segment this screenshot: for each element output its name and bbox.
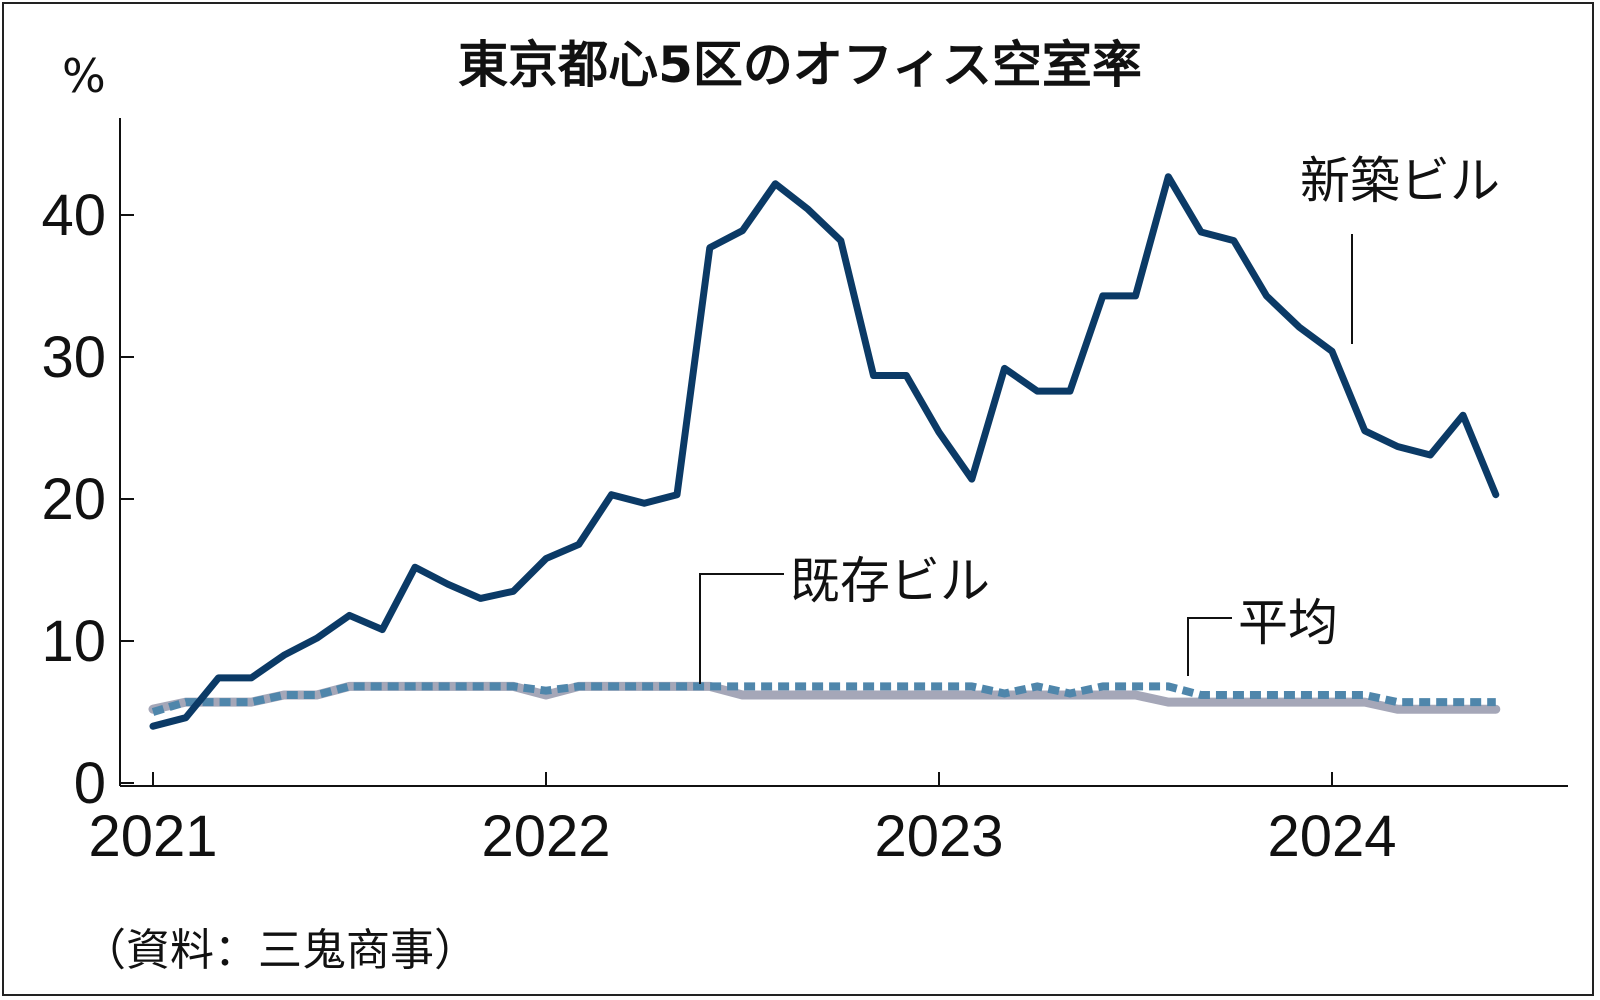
annotation-label: 新築ビル xyxy=(1300,152,1500,210)
y-tick-label: 10 xyxy=(41,609,106,674)
y-tick-label: 30 xyxy=(41,325,106,390)
series-line-0 xyxy=(149,173,1500,730)
x-tick-label: 2021 xyxy=(88,804,217,869)
x-tick-label: 2023 xyxy=(874,804,1003,869)
annotation-leader-line xyxy=(1187,617,1232,676)
y-tick-label: 40 xyxy=(41,183,106,248)
chart-title: 東京都心5区のオフィス空室率 xyxy=(458,36,1142,94)
x-tick-label: 2024 xyxy=(1267,804,1396,869)
x-tick-label: 2022 xyxy=(481,804,610,869)
y-tick-label: 0 xyxy=(74,751,106,816)
annotation-label: 平均 xyxy=(1238,594,1338,652)
y-axis-unit: % xyxy=(62,49,106,103)
y-tick-label: 20 xyxy=(41,467,106,532)
series-line-1 xyxy=(151,682,1496,716)
source-note: （資料：三鬼商事） xyxy=(82,925,478,976)
annotation-leader-line xyxy=(699,573,784,684)
annotation-label: 既存ビル xyxy=(790,552,990,610)
